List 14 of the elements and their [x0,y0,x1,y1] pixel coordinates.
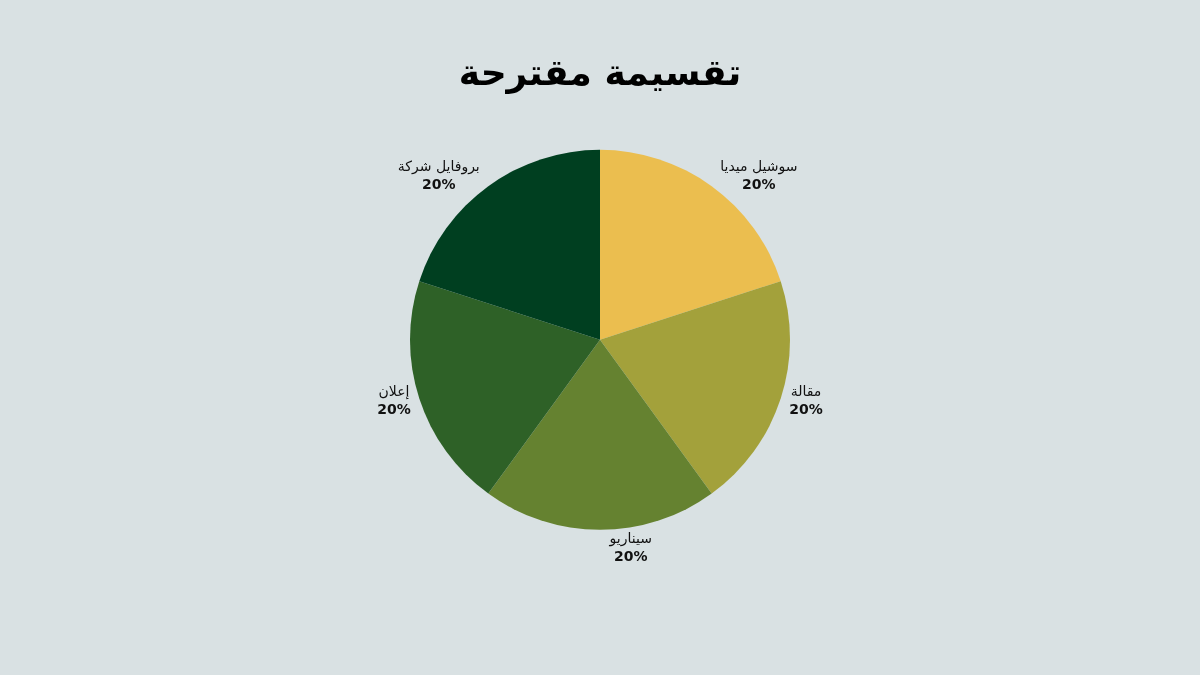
pie-slice [600,281,790,494]
pie-slice [488,339,712,530]
data-label: 20% [613,548,648,565]
data-label: 20% [789,401,823,418]
slice-label: سوشيل ميديا [720,157,798,175]
data-label: 20% [422,176,456,193]
pie-slice [410,281,600,494]
slice-label: سيناريو [608,529,652,547]
slice-label: إعلان [378,383,410,401]
data-label: 20% [742,176,776,193]
slice-label: مقالة [790,383,822,400]
slice-label: بروفايل شركة [397,157,480,175]
chart-title: تقسيمة مقترحة [458,51,742,94]
data-label: 20% [377,401,411,418]
